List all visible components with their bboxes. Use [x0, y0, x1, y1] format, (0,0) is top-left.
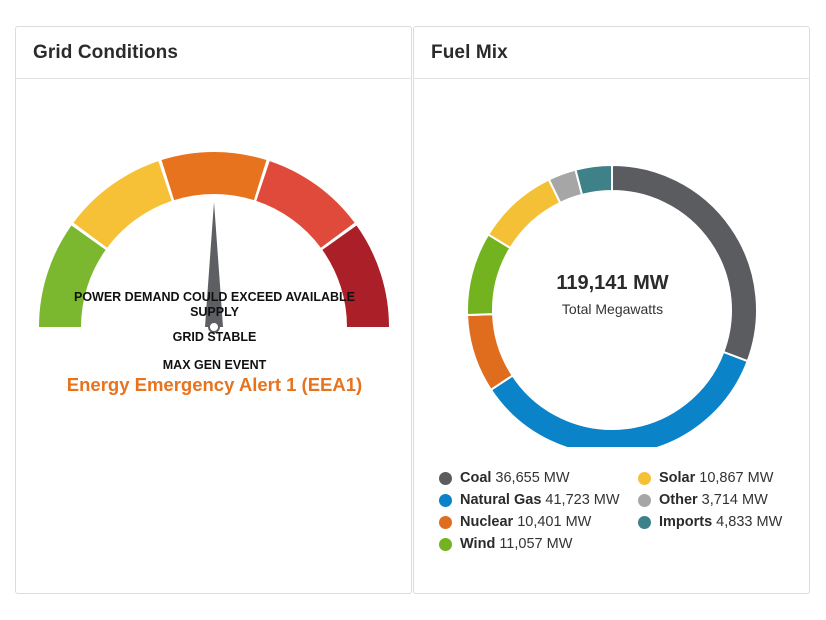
- legend-item-natural-gas[interactable]: Natural Gas 41,723 MW: [439, 492, 620, 508]
- legend-value: 11,057 MW: [499, 536, 573, 552]
- donut-slice-coal[interactable]: [611, 163, 758, 363]
- legend-value: 41,723 MW: [545, 492, 620, 508]
- total-megawatts-value: 119,141 MW: [556, 272, 669, 294]
- fuel-mix-panel: Fuel Mix 119,141 MW Total Megawatts Coal…: [413, 26, 810, 594]
- gauge-needle-pivot: [208, 321, 220, 333]
- grid-conditions-panel: Grid Conditions POWER DEMAND COULD EXCEE…: [15, 26, 412, 594]
- gauge-needle: [205, 202, 223, 327]
- gauge-segment-orange: [161, 152, 267, 201]
- fuel-mix-donut-chart: [466, 163, 758, 447]
- legend-dot-icon: [439, 471, 452, 485]
- grid-conditions-header: Grid Conditions: [16, 27, 411, 79]
- max-gen-event-label: MAX GEN EVENT: [162, 358, 267, 372]
- legend-value: 3,714 MW: [701, 492, 768, 508]
- total-megawatts-label: Total Megawatts: [561, 301, 664, 317]
- legend-item-coal[interactable]: Coal 36,655 MW: [439, 470, 570, 486]
- donut-slice-imports[interactable]: [574, 163, 613, 197]
- gauge-segment-green: [39, 225, 106, 327]
- legend-name: Imports: [659, 514, 713, 530]
- fuel-mix-header: Fuel Mix: [414, 27, 809, 79]
- legend-name: Wind: [460, 536, 496, 552]
- grid-status-text: Energy Emergency Alert 1 (EEA1): [66, 374, 363, 395]
- fuel-mix-title: Fuel Mix: [431, 41, 508, 63]
- legend-dot-icon: [638, 515, 651, 529]
- legend-item-solar[interactable]: Solar 10,867 MW: [638, 470, 773, 486]
- legend-dot-icon: [638, 471, 651, 485]
- legend-dot-icon: [439, 493, 452, 507]
- power-demand-label: POWER DEMAND COULD EXCEED AVAILABLE SUPP…: [73, 290, 356, 319]
- grid-stable-label: GRID STABLE: [172, 330, 257, 344]
- grid-conditions-title: Grid Conditions: [33, 41, 179, 63]
- legend-item-wind[interactable]: Wind 11,057 MW: [439, 536, 572, 552]
- legend-name: Solar: [659, 470, 696, 486]
- legend-dot-icon: [439, 537, 452, 551]
- grid-gauge: [39, 152, 389, 333]
- donut-slice-natural-gas[interactable]: [489, 350, 749, 447]
- donut-slice-nuclear[interactable]: [466, 313, 515, 392]
- donut-slice-solar[interactable]: [486, 178, 562, 250]
- legend-dot-icon: [638, 493, 651, 507]
- gauge-segment-yellow: [73, 161, 172, 248]
- gauge-segment-red: [256, 161, 355, 248]
- legend-name: Nuclear: [460, 514, 514, 530]
- legend-name: Coal: [460, 470, 492, 486]
- legend-item-nuclear[interactable]: Nuclear 10,401 MW: [439, 514, 591, 530]
- legend-item-other[interactable]: Other 3,714 MW: [638, 492, 768, 508]
- legend-value: 10,867 MW: [699, 470, 774, 486]
- gauge-segment-darkred: [322, 225, 389, 327]
- legend-item-imports[interactable]: Imports 4,833 MW: [638, 514, 782, 530]
- legend-value: 4,833 MW: [716, 514, 783, 530]
- legend-name: Natural Gas: [460, 492, 542, 508]
- legend-value: 10,401 MW: [517, 514, 592, 530]
- legend-value: 36,655 MW: [495, 470, 570, 486]
- legend-dot-icon: [439, 515, 452, 529]
- legend-name: Other: [659, 492, 698, 508]
